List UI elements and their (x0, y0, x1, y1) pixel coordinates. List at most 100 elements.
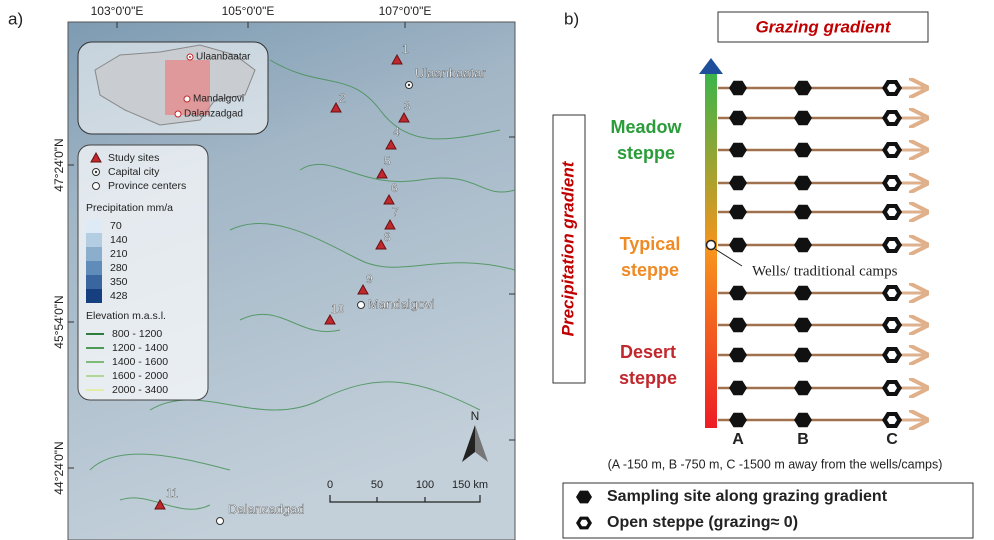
site-label: 5 (384, 154, 391, 168)
sampling-site (729, 348, 747, 362)
legend-swatch (86, 275, 102, 289)
sampling-site (729, 238, 747, 252)
legend-label: 280 (110, 262, 128, 274)
x-coord: 105°0'0"E (222, 4, 275, 18)
gradient-arrow (699, 58, 723, 74)
legend-swatch (86, 261, 102, 275)
site-label: 4 (393, 125, 400, 139)
sampling-site (794, 381, 812, 395)
capital-dot (408, 84, 410, 86)
sampling-site (794, 111, 812, 125)
sampling-site (729, 286, 747, 300)
legend-label: 1200 - 1400 (112, 342, 168, 354)
sampling-site (729, 205, 747, 219)
inset-city (175, 111, 181, 117)
legend-swatch (86, 233, 102, 247)
legend-label: 1400 - 1600 (112, 356, 168, 368)
site-label: 3 (404, 99, 411, 113)
legend-title: Elevation m.a.s.l. (86, 310, 166, 322)
legend-label: 428 (110, 290, 128, 302)
site-label: 10 (331, 302, 345, 316)
legend-label: 2000 - 3400 (112, 384, 168, 396)
column-label: A (732, 431, 744, 448)
legend-label: Capital city (108, 166, 160, 178)
legend-label: Study sites (108, 152, 159, 164)
y-label: Precipitation gradient (558, 160, 577, 336)
column-label: B (797, 431, 809, 448)
panel-label: b) (564, 9, 579, 28)
sampling-site (794, 81, 812, 95)
legend-label: 350 (110, 276, 128, 288)
sampling-site (794, 286, 812, 300)
legend-label: 1600 - 2000 (112, 370, 168, 382)
city-label: Ulaanbaatar (415, 65, 486, 80)
scale-label: 150 km (452, 479, 488, 491)
inset-city-label: Mandalgovi (193, 94, 244, 105)
inset-city-label: Dalanzadgad (184, 109, 243, 120)
figure: a)103°0'0"E105°0'0"E107°0'0"E47°24'0"N45… (0, 0, 994, 540)
legend-swatch (86, 247, 102, 261)
legend-symbol (95, 171, 97, 173)
legend-title: Precipitation mm/a (86, 202, 173, 214)
sampling-site (729, 318, 747, 332)
well (707, 241, 716, 250)
sampling-site (794, 413, 812, 427)
site-label: 8 (384, 230, 391, 244)
sampling-site (794, 143, 812, 157)
zone-label: steppe (617, 143, 675, 163)
sampling-site (794, 348, 812, 362)
city-marker (217, 518, 224, 525)
legend-swatch (86, 289, 102, 303)
column-label: C (886, 431, 898, 448)
legend-label: Sampling site along grazing gradient (607, 488, 888, 505)
site-label: 7 (392, 205, 399, 219)
legend-swatch (86, 219, 102, 233)
city-label: Dalanzadgad (228, 501, 305, 516)
sampling-site (729, 111, 747, 125)
legend-label: 70 (110, 220, 122, 232)
caption: (A -150 m, B -750 m, C -1500 m away from… (608, 457, 943, 471)
legend-label: 140 (110, 234, 128, 246)
site-label: 6 (391, 181, 398, 195)
sampling-site (794, 238, 812, 252)
panel-label: a) (8, 9, 23, 28)
x-coord: 103°0'0"E (91, 4, 144, 18)
legend-label: 800 - 1200 (112, 328, 162, 340)
city-label: Mandalgovi (368, 296, 435, 311)
site-label: 2 (339, 91, 346, 105)
y-coord: 45°54'0"N (52, 295, 66, 348)
annotation: Wells/ traditional camps (752, 263, 898, 279)
sampling-site (794, 318, 812, 332)
zone-label: Typical (620, 234, 681, 254)
scale-label: 100 (416, 479, 434, 491)
title: Grazing gradient (755, 17, 891, 36)
sampling-site (794, 205, 812, 219)
legend-label: Open steppe (grazing≈ 0) (607, 514, 798, 531)
zone-label: Meadow (610, 117, 682, 137)
x-coord: 107°0'0"E (379, 4, 432, 18)
legend-symbol (93, 183, 100, 190)
inset-capital-dot (189, 56, 191, 58)
scale-label: 50 (371, 479, 383, 491)
sampling-site (729, 413, 747, 427)
site-label: 9 (366, 272, 373, 286)
site-label: 1 (402, 42, 409, 56)
scale-label: 0 (327, 479, 333, 491)
sampling-site (794, 176, 812, 190)
sampling-site (729, 381, 747, 395)
north-label: N (471, 409, 480, 423)
sampling-site (729, 81, 747, 95)
zone-label: steppe (621, 260, 679, 280)
y-coord: 47°24'0"N (52, 138, 66, 191)
city-marker (358, 302, 365, 309)
inset-study-area (165, 60, 210, 115)
zone-label: steppe (619, 368, 677, 388)
y-coord: 44°24'0"N (52, 441, 66, 494)
sampling-site (729, 176, 747, 190)
legend-label: Province centers (108, 180, 186, 192)
inset-city-label: Ulaanbaatar (196, 52, 251, 63)
zone-label: Desert (620, 342, 676, 362)
legend-label: 210 (110, 248, 128, 260)
sampling-site (729, 143, 747, 157)
inset-city (184, 96, 190, 102)
